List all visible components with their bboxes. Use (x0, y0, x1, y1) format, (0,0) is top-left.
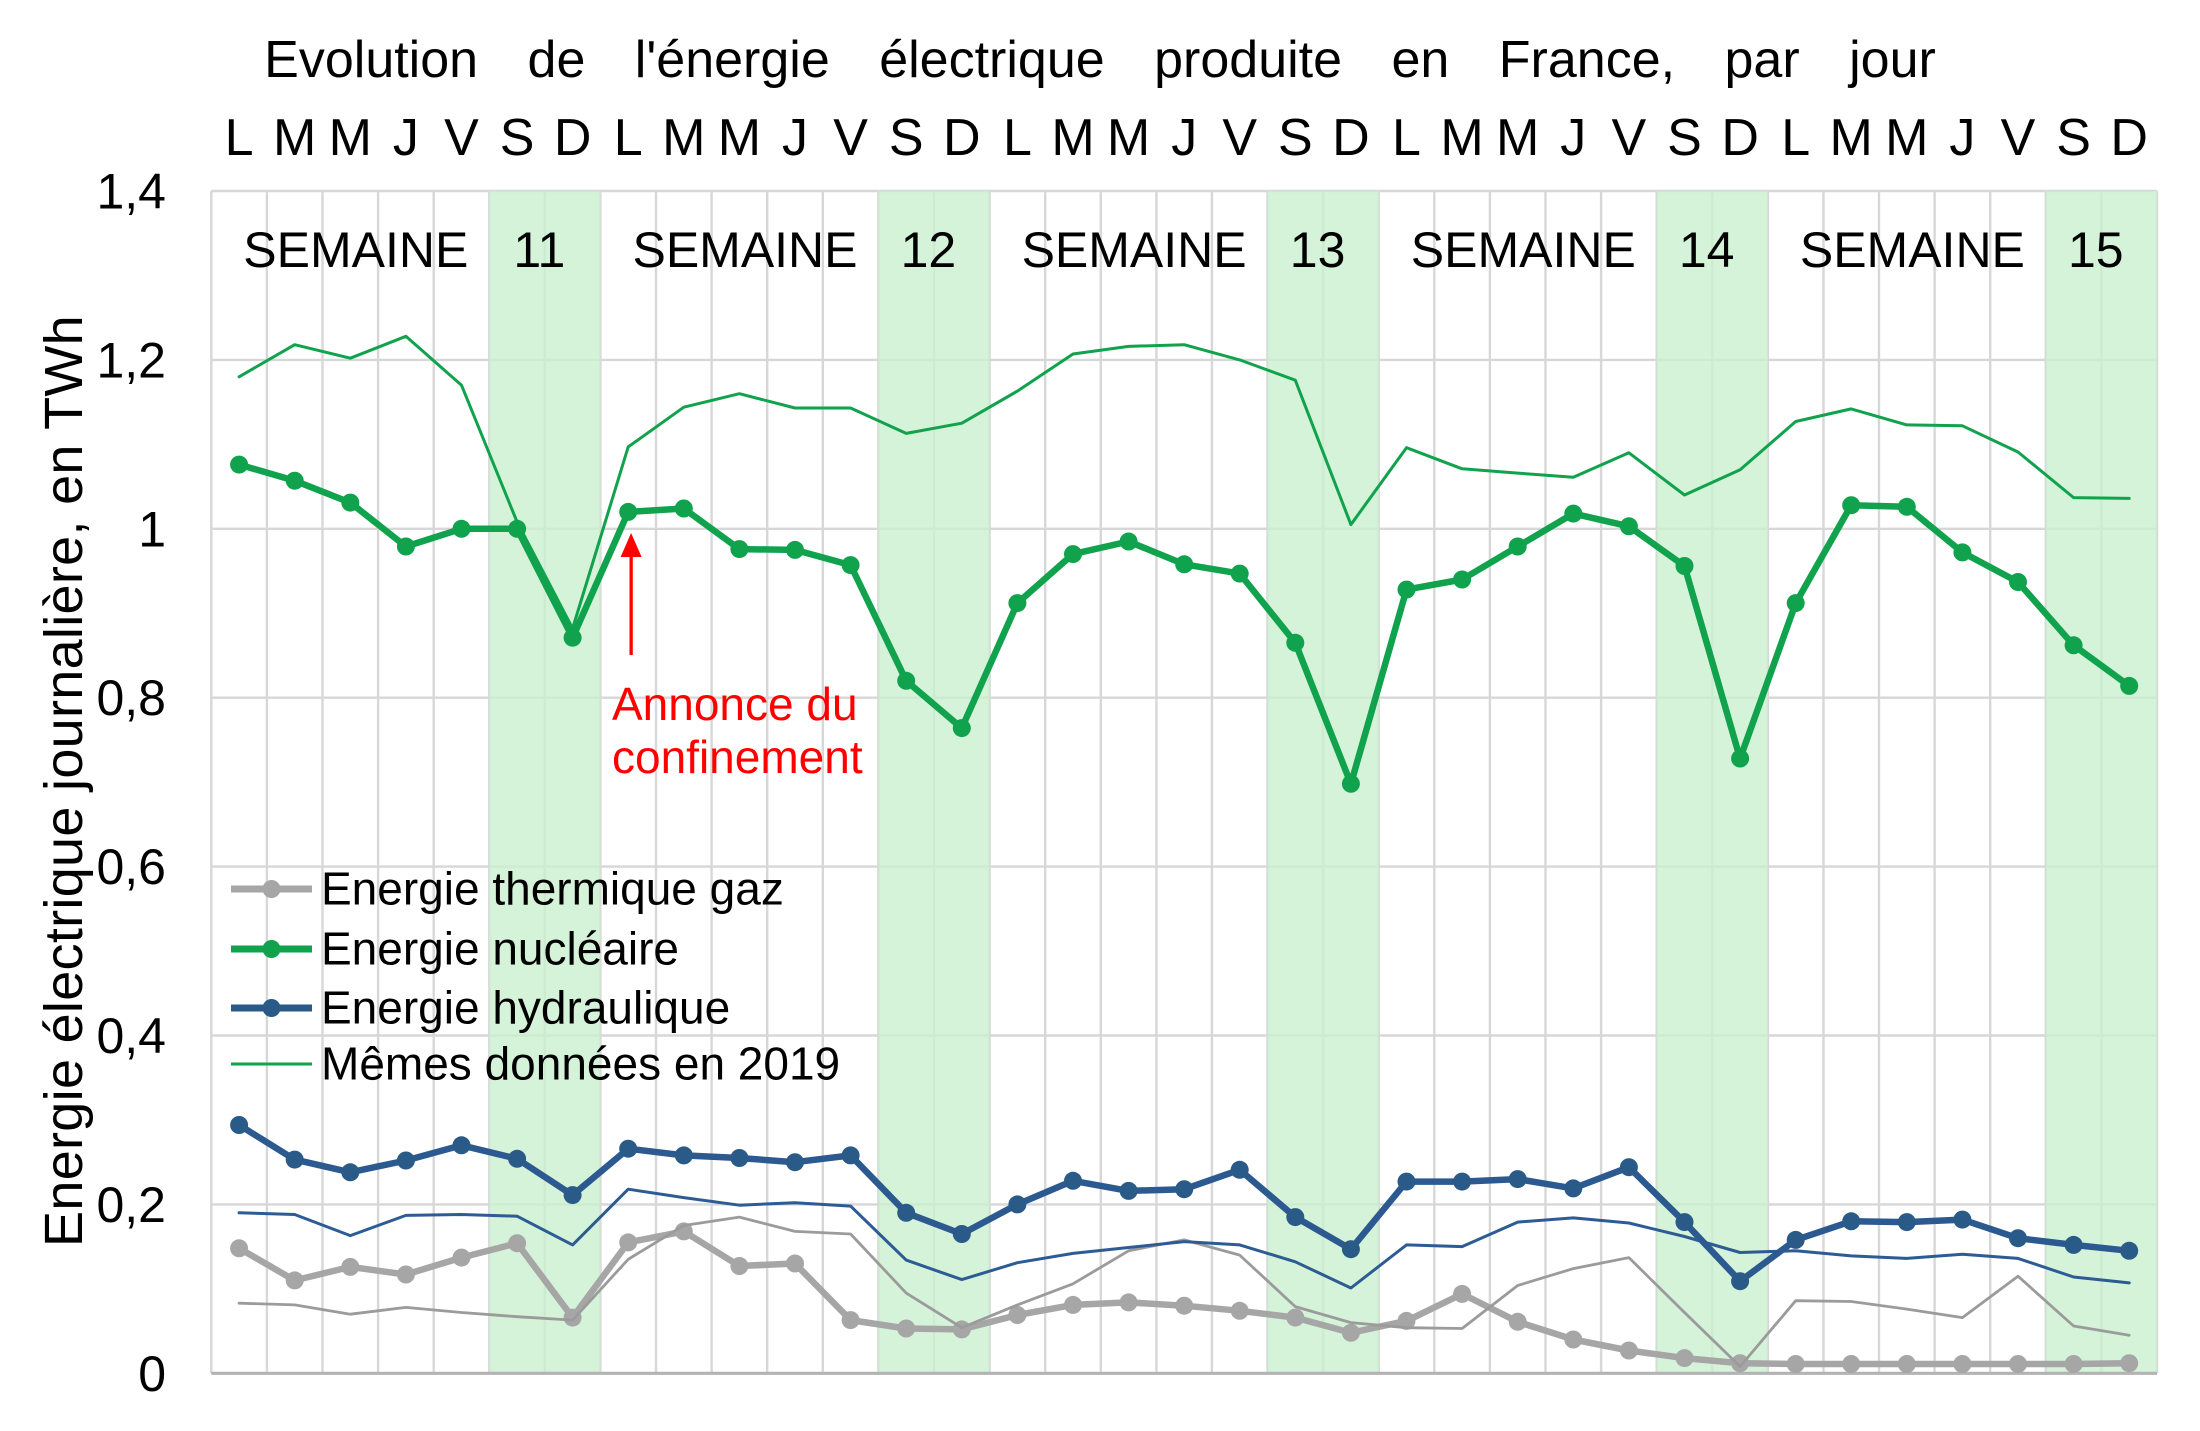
svg-text:S: S (2056, 109, 2091, 167)
svg-text:M: M (718, 109, 761, 167)
svg-text:15: 15 (2068, 222, 2124, 278)
svg-text:V: V (833, 109, 868, 167)
svg-text:Mêmes données en 2019: Mêmes données en 2019 (321, 1038, 840, 1090)
svg-text:J: J (1171, 109, 1197, 167)
svg-text:J: J (1949, 109, 1975, 167)
svg-text:L: L (1003, 109, 1032, 167)
svg-text:M: M (1051, 109, 1094, 167)
svg-text:Energie hydraulique: Energie hydraulique (321, 982, 730, 1034)
svg-text:S: S (889, 109, 924, 167)
svg-text:L: L (1392, 109, 1421, 167)
svg-text:J: J (782, 109, 808, 167)
svg-text:13: 13 (1290, 222, 1346, 278)
svg-text:Energie nucléaire: Energie nucléaire (321, 923, 679, 975)
svg-text:SEMAINE: SEMAINE (632, 222, 857, 278)
svg-text:V: V (2001, 109, 2036, 167)
svg-text:confinement: confinement (612, 731, 863, 783)
svg-text:S: S (1278, 109, 1313, 167)
svg-text:L: L (225, 109, 254, 167)
svg-text:SEMAINE: SEMAINE (1022, 222, 1247, 278)
svg-text:D: D (2110, 109, 2148, 167)
svg-text:0,2: 0,2 (96, 1177, 166, 1233)
svg-text:1: 1 (138, 501, 166, 557)
svg-text:J: J (393, 109, 419, 167)
svg-text:0,6: 0,6 (96, 839, 166, 895)
svg-text:S: S (500, 109, 535, 167)
svg-text:11: 11 (513, 222, 565, 278)
svg-text:Annonce du: Annonce du (612, 678, 858, 730)
svg-text:J: J (1560, 109, 1586, 167)
svg-text:Energie électrique journalière: Energie électrique journalière, en TWh (34, 315, 94, 1247)
svg-text:1,2: 1,2 (96, 332, 166, 388)
svg-text:0,8: 0,8 (96, 670, 166, 726)
svg-text:L: L (614, 109, 643, 167)
svg-text:SEMAINE: SEMAINE (1411, 222, 1636, 278)
svg-text:M: M (273, 109, 316, 167)
svg-text:L: L (1781, 109, 1810, 167)
svg-text:M: M (662, 109, 705, 167)
svg-text:Energie thermique gaz: Energie thermique gaz (321, 863, 784, 915)
svg-text:SEMAINE: SEMAINE (1800, 222, 2025, 278)
svg-text:D: D (943, 109, 981, 167)
svg-text:D: D (554, 109, 592, 167)
svg-text:V: V (1222, 109, 1257, 167)
svg-text:S: S (1667, 109, 1702, 167)
svg-text:M: M (1107, 109, 1150, 167)
svg-text:D: D (1332, 109, 1370, 167)
svg-text:M: M (1440, 109, 1483, 167)
svg-text:14: 14 (1679, 222, 1735, 278)
svg-text:SEMAINE: SEMAINE (243, 222, 468, 278)
svg-text:0,4: 0,4 (96, 1008, 166, 1064)
svg-text:M: M (329, 109, 372, 167)
svg-text:M: M (1496, 109, 1539, 167)
svg-text:M: M (1885, 109, 1928, 167)
svg-text:M: M (1830, 109, 1873, 167)
svg-text:12: 12 (901, 222, 957, 278)
svg-text:Evolution de l'énergie électri: Evolution de l'énergie électrique produi… (264, 31, 1936, 89)
svg-text:D: D (1721, 109, 1759, 167)
svg-text:0: 0 (138, 1346, 166, 1402)
svg-text:1,4: 1,4 (96, 164, 166, 220)
svg-text:V: V (1612, 109, 1647, 167)
svg-text:V: V (444, 109, 479, 167)
